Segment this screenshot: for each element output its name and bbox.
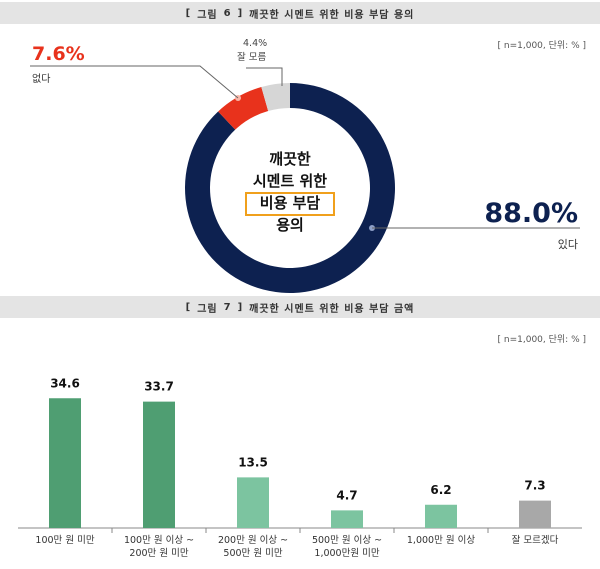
figure-6-title: 깨끗한 시멘트 위한 비용 부담 용의 bbox=[249, 9, 415, 21]
leader-line-no bbox=[30, 65, 239, 99]
figure-6-label: 그림 bbox=[197, 9, 218, 21]
donut-label-dont-know-text: 잘 모름 bbox=[237, 51, 266, 63]
figure-6-number: 6 bbox=[223, 7, 232, 19]
bar-5 bbox=[519, 500, 551, 528]
bar-category-label-3-0: 500만 원 이상 ~ bbox=[312, 535, 382, 546]
figure-6-title-bar: [ 그림 6 ] 깨끗한 시멘트 위한 비용 부담 용의 bbox=[0, 2, 600, 24]
bar-category-label-2-1: 500만 원 미만 bbox=[223, 548, 282, 559]
figure-7-bracket-open: [ bbox=[185, 301, 192, 313]
donut-slice-2 bbox=[261, 83, 290, 112]
bar-0 bbox=[49, 398, 81, 528]
bar-3 bbox=[331, 510, 363, 528]
figure-6-bracket-open: [ bbox=[185, 7, 192, 19]
figure-7-bracket-close: ] bbox=[237, 301, 244, 313]
figure-7-number: 7 bbox=[223, 301, 232, 313]
donut-label-yes-value: 88.0% bbox=[484, 198, 578, 229]
donut-label-yes-text: 있다 bbox=[558, 238, 578, 251]
donut-label-no-text: 없다 bbox=[32, 72, 50, 85]
donut-center-line-3: 용의 bbox=[276, 216, 304, 234]
figure-7-note: [ n=1,000, 단위: % ] bbox=[497, 335, 586, 345]
bar-category-label-3-1: 1,000만원 미만 bbox=[314, 548, 379, 559]
bar-category-label-4-0: 1,000만 원 이상 bbox=[407, 535, 475, 546]
bar-value-label-1: 33.7 bbox=[144, 380, 174, 394]
figure-6-note: [ n=1,000, 단위: % ] bbox=[497, 41, 586, 51]
bar-category-label-2-0: 200만 원 이상 ~ bbox=[218, 535, 288, 546]
figure-6-bracket-close: ] bbox=[237, 7, 244, 19]
bar-value-label-4: 6.2 bbox=[430, 483, 451, 497]
bar-value-label-3: 4.7 bbox=[336, 488, 357, 502]
center-highlight-box bbox=[245, 192, 335, 216]
bar-value-label-0: 34.6 bbox=[50, 376, 80, 390]
bar-2 bbox=[237, 477, 269, 528]
donut-center-line-0: 깨끗한 bbox=[269, 150, 311, 168]
bar-4 bbox=[425, 504, 457, 528]
figure-7-title-bar: [ 그림 7 ] 깨끗한 시멘트 위한 비용 부담 금액 bbox=[0, 296, 600, 318]
bar-category-label-1-1: 200만 원 미만 bbox=[129, 548, 188, 559]
donut-slice-1 bbox=[218, 86, 269, 130]
bar-category-label-5-0: 잘 모르겠다 bbox=[512, 534, 559, 546]
bar-1 bbox=[143, 401, 175, 528]
donut-label-no-value: 7.6% bbox=[32, 43, 85, 65]
donut-center-line-1: 시멘트 위한 bbox=[253, 172, 327, 190]
donut-label-dont-know-value: 4.4% bbox=[243, 38, 267, 49]
bar-value-label-2: 13.5 bbox=[238, 455, 268, 469]
donut-center-line-2: 비용 부담 bbox=[260, 194, 321, 212]
bar-category-label-1-0: 100만 원 이상 ~ bbox=[124, 535, 194, 546]
figure-7-label: 그림 bbox=[197, 303, 218, 315]
figure-7-title: 깨끗한 시멘트 위한 비용 부담 금액 bbox=[249, 303, 415, 315]
bar-value-label-5: 7.3 bbox=[524, 479, 545, 493]
leader-line-dont-know bbox=[246, 67, 283, 86]
bar-category-label-0-0: 100만 원 미만 bbox=[35, 535, 94, 546]
